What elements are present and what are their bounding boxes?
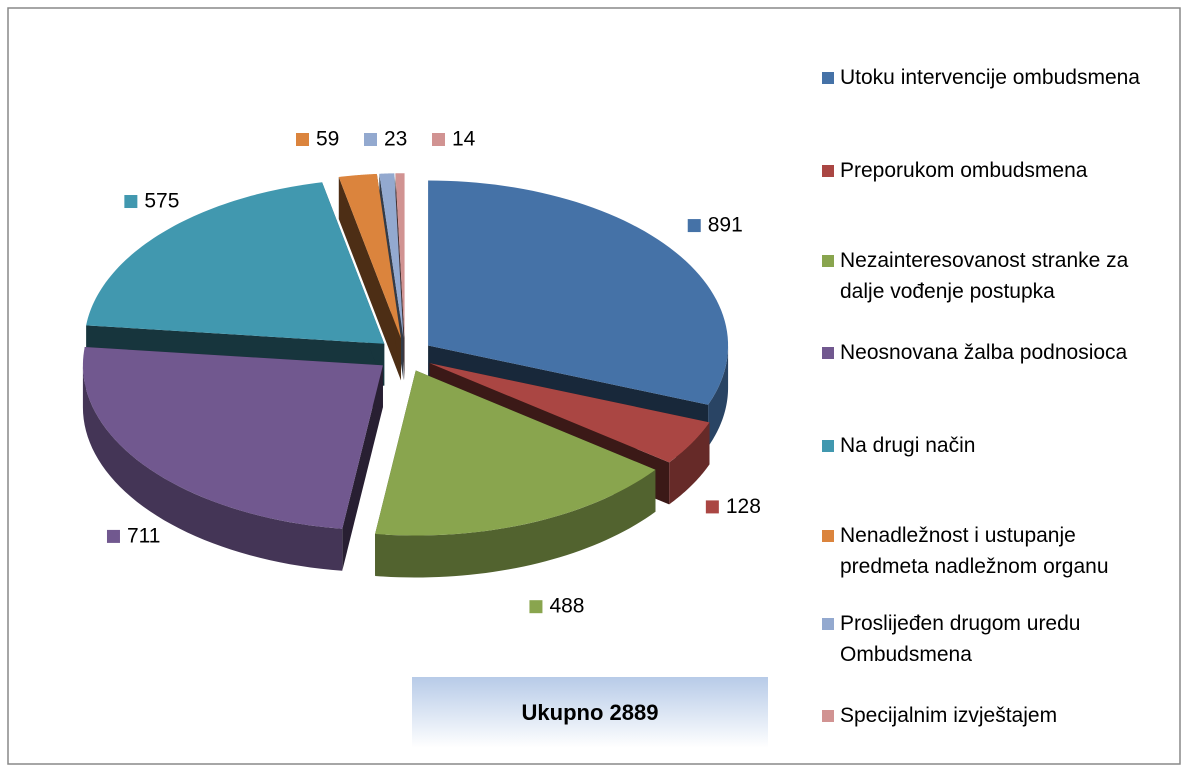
slice-wall bbox=[375, 469, 656, 578]
slice-side bbox=[338, 176, 401, 381]
label-swatch bbox=[432, 133, 445, 146]
slice bbox=[429, 363, 710, 463]
legend-item: Preporukom ombudsmena bbox=[822, 155, 1162, 186]
data-label: 488 bbox=[549, 595, 584, 618]
label-swatch bbox=[296, 133, 309, 146]
slice-wall bbox=[82, 365, 343, 571]
slice bbox=[395, 173, 405, 339]
label-swatch bbox=[124, 195, 138, 209]
legend-item: Nenadležnost i ustupanje predmeta nadlež… bbox=[822, 520, 1162, 582]
legend-label: Nezainteresovanost stranke za dalje vođe… bbox=[840, 249, 1129, 303]
slice bbox=[86, 182, 385, 344]
legend-label: Nenadležnost i ustupanje predmeta nadlež… bbox=[840, 524, 1109, 578]
legend-label: Preporukom ombudsmena bbox=[840, 159, 1088, 182]
slice-wall bbox=[708, 345, 729, 447]
slice bbox=[82, 346, 383, 529]
legend-label: Utoku intervencije ombudsmena bbox=[840, 66, 1140, 89]
legend-item: Utoku intervencije ombudsmena bbox=[822, 62, 1162, 93]
total-box: Ukupno 2889 bbox=[412, 677, 768, 748]
slice bbox=[375, 370, 656, 536]
legend-label: Specijalnim izvještajem bbox=[840, 704, 1058, 727]
data-label: 128 bbox=[726, 495, 761, 518]
slice-side bbox=[342, 365, 383, 571]
legend-swatch bbox=[822, 165, 834, 177]
data-label: 59 bbox=[316, 128, 339, 151]
data-label: 14 bbox=[452, 128, 476, 151]
legend-swatch bbox=[822, 530, 834, 542]
legend-swatch bbox=[822, 618, 834, 630]
label-swatch bbox=[529, 600, 543, 614]
slice-wall bbox=[669, 422, 710, 505]
legend-label: Neosnovana žalba podnosioca bbox=[840, 341, 1128, 364]
data-label: 575 bbox=[144, 190, 179, 213]
label-swatch bbox=[705, 500, 719, 514]
legend-label: Na drugi način bbox=[840, 434, 976, 457]
legend-label: Proslijeđen drugom uredu Ombudsmena bbox=[840, 612, 1081, 666]
slice bbox=[379, 173, 404, 339]
legend-swatch bbox=[822, 710, 834, 722]
data-label: 891 bbox=[708, 214, 743, 237]
legend-swatch bbox=[822, 347, 834, 359]
data-label: 23 bbox=[384, 128, 407, 151]
slice bbox=[428, 180, 729, 405]
label-swatch bbox=[106, 529, 120, 543]
data-label: 711 bbox=[127, 524, 160, 547]
label-swatch bbox=[687, 219, 701, 233]
legend-swatch bbox=[822, 255, 834, 267]
legend-item: Proslijeđen drugom uredu Ombudsmena bbox=[822, 608, 1162, 670]
legend-swatch bbox=[822, 440, 834, 452]
legend-item: Na drugi način bbox=[822, 430, 1162, 461]
label-swatch bbox=[364, 133, 377, 146]
legend-item: Nezainteresovanost stranke za dalje vođe… bbox=[822, 245, 1162, 307]
frame bbox=[7, 7, 1181, 765]
legend-swatch bbox=[822, 72, 834, 84]
slice bbox=[338, 173, 401, 339]
legend-item: Specijalnim izvještajem bbox=[822, 700, 1162, 731]
legend-item: Neosnovana žalba podnosioca bbox=[822, 337, 1162, 368]
